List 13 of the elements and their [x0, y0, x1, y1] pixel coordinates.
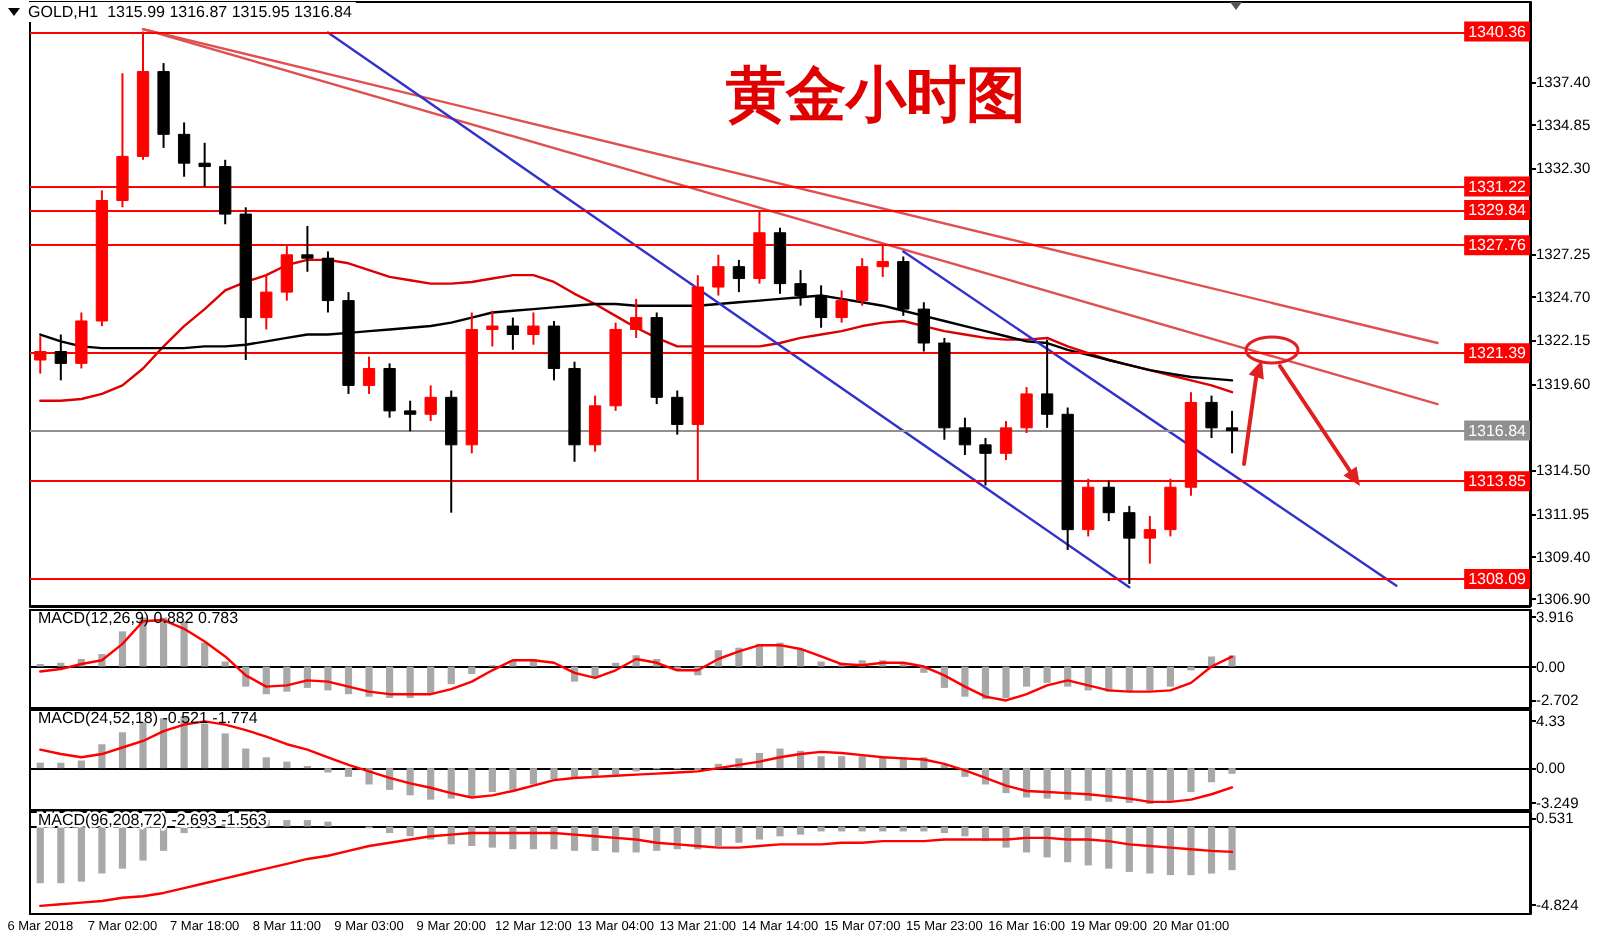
- ref-line-label: 1316.84: [1468, 421, 1528, 440]
- chart-title: MACD(12,26,9) 0.882 0.783: [38, 609, 240, 627]
- ref-line-label: 1313.85: [1468, 472, 1528, 491]
- ref-line-label: 1321.39: [1468, 344, 1528, 363]
- text: 黄金小时图: [726, 61, 1026, 131]
- chart-title: MACD(24,52,18) -0.521 -1.774: [38, 709, 259, 727]
- chart-title: MACD(96,208,72) -2.693 -1.563: [38, 811, 268, 829]
- ref-line-label: 1340.36: [1468, 22, 1528, 41]
- ref-line-label: 1308.09: [1468, 570, 1528, 589]
- chart-subtitle: GOLD,H1 1315.99 1316.87 1315.95 1316.84: [28, 3, 353, 21]
- ref-line-label: 1331.22: [1468, 177, 1528, 196]
- ref-line-label: 1329.84: [1468, 201, 1528, 220]
- ref-line-label: 1327.76: [1468, 236, 1528, 255]
